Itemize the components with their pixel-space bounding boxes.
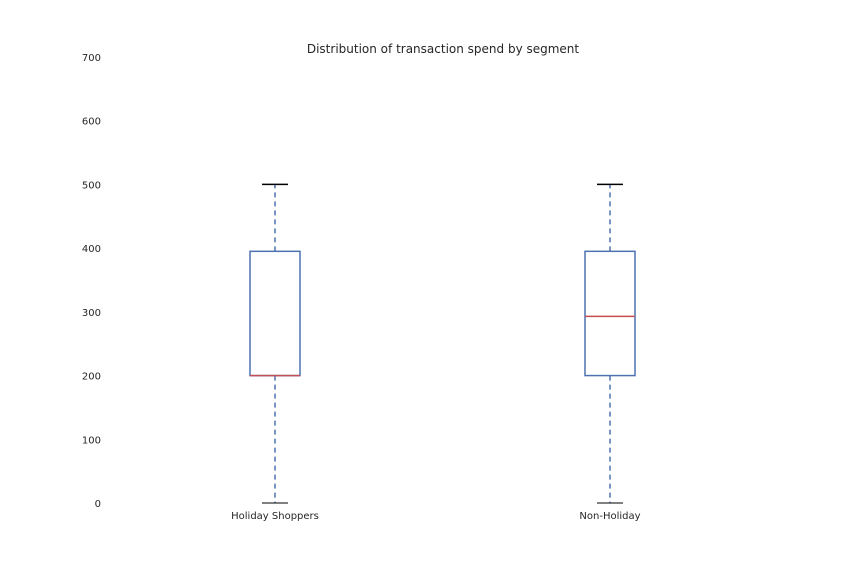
y-tick-label: 100 bbox=[82, 435, 101, 446]
box-iqr bbox=[249, 250, 301, 377]
y-tick-label: 200 bbox=[82, 372, 101, 383]
y-axis-ticks: 0 100 200 300 400 500 600 700 bbox=[82, 53, 101, 510]
y-tick-label: 500 bbox=[82, 180, 101, 191]
x-tick-label: Non-Holiday bbox=[579, 511, 640, 522]
box-group bbox=[249, 183, 301, 504]
y-tick-label: 300 bbox=[82, 308, 101, 319]
box-iqr bbox=[584, 250, 636, 377]
y-tick-label: 700 bbox=[82, 53, 101, 64]
y-tick-label: 0 bbox=[95, 499, 101, 510]
y-tick-label: 600 bbox=[82, 117, 101, 128]
box-plot-series bbox=[249, 183, 636, 504]
x-tick-label: Holiday Shoppers bbox=[231, 511, 319, 522]
chart-title: Distribution of transaction spend by seg… bbox=[307, 42, 580, 56]
box-group bbox=[584, 183, 636, 504]
x-axis-ticks: Holiday Shoppers Non-Holiday bbox=[231, 511, 641, 522]
y-tick-label: 400 bbox=[82, 244, 101, 255]
